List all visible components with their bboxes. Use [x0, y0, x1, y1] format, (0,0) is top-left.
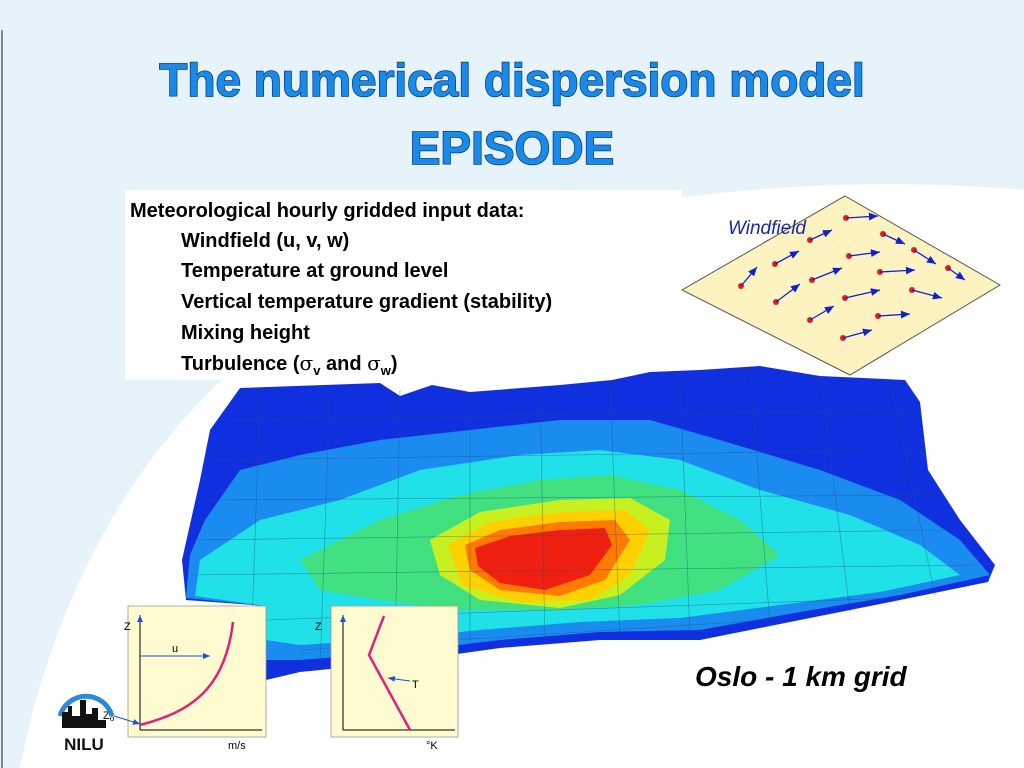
symbol: σ — [367, 351, 381, 375]
logo-text: NILU — [64, 735, 104, 754]
list-item: Windfield (u, v, w) — [181, 230, 349, 252]
temperature-profile — [330, 605, 459, 738]
z0-base: Z — [103, 710, 110, 722]
text-panel — [125, 190, 682, 380]
list-item: Turbulence (σv and σw) — [181, 351, 398, 378]
list-item: Mixing height — [181, 322, 310, 344]
z0-sub: o — [110, 714, 115, 723]
list-item: Vertical temperature gradient (stability… — [181, 291, 552, 313]
curve-label: u — [172, 643, 178, 655]
dispersion-surface — [182, 366, 995, 681]
windfield-diagram — [680, 195, 1001, 376]
curve-label: T — [412, 679, 419, 691]
logo — [57, 693, 115, 728]
text-part: Turbulence ( — [181, 353, 300, 375]
list-heading: Meteorological hourly gridded input data… — [130, 200, 524, 222]
z-axis-label: Z — [315, 621, 322, 633]
x-axis-label: °K — [426, 740, 438, 752]
subscript: v — [313, 363, 321, 378]
z-axis-label: Z — [124, 621, 131, 633]
title-line2: EPISODE — [410, 122, 615, 174]
wind-profile — [113, 605, 267, 738]
text-part: ) — [391, 353, 398, 375]
title-line1: The numerical dispersion model — [159, 54, 865, 106]
caption: Oslo - 1 km grid — [695, 661, 907, 692]
text-part: and — [320, 353, 367, 375]
windfield-label: Windfield — [728, 218, 807, 239]
x-axis-label: m/s — [228, 740, 246, 752]
subscript: w — [380, 363, 392, 378]
list-item: Temperature at ground level — [181, 260, 448, 282]
z0-label: Zo — [103, 710, 115, 723]
symbol: σ — [300, 351, 314, 375]
